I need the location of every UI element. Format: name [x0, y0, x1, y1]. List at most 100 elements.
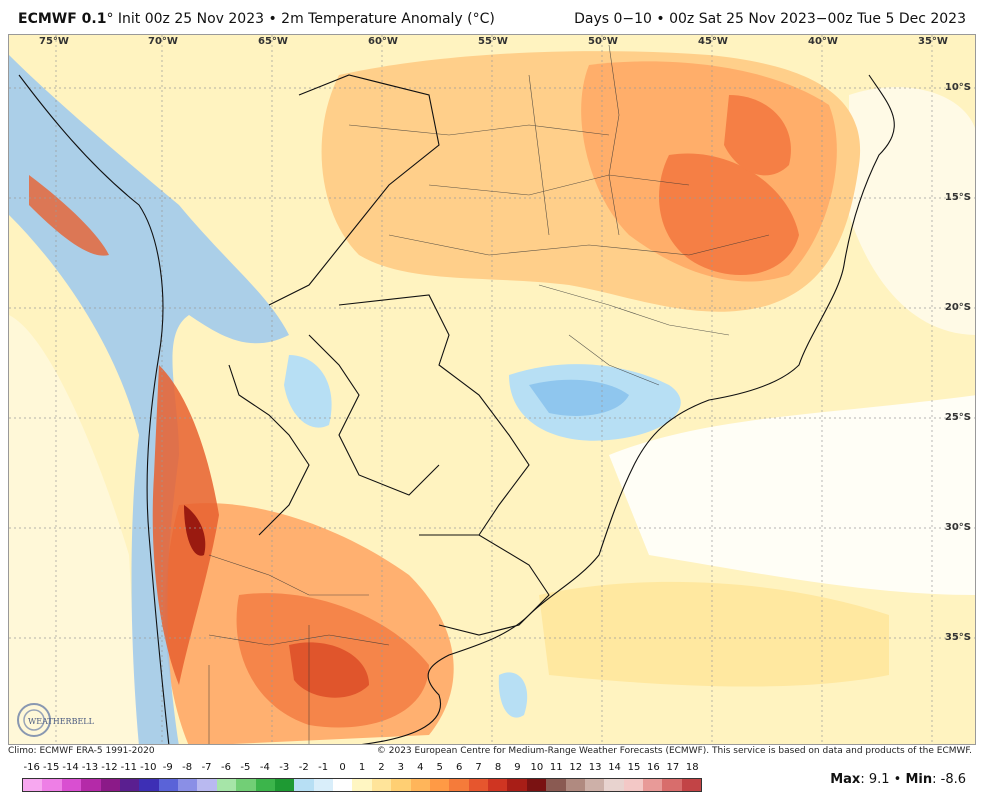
- colorbar-labels: -16 -15 -14 -13 -12 -11 -10 -9 -8 -7 -6 -5 -4 -3 -2 -1 0…: [22, 762, 702, 776]
- colorbar-label: 0: [339, 762, 346, 773]
- colorbar-swatch: [313, 779, 333, 791]
- colorbar-label: -8: [182, 762, 193, 773]
- bolivia-cool-area: [284, 355, 332, 428]
- header: ECMWF 0.1° Init 00z 25 Nov 2023 • 2m Tem…: [0, 0, 984, 34]
- colorbar-label: 14: [608, 762, 621, 773]
- atlantic-coastline: [361, 74, 895, 744]
- colorbar-swatch: [449, 779, 469, 791]
- colorbar-label: 10: [530, 762, 544, 773]
- colorbar-swatch: [197, 779, 217, 791]
- colorbar-label: -16: [23, 762, 40, 773]
- paraguay-argentina-border: [308, 334, 440, 496]
- lat-label: 10°S: [944, 82, 971, 93]
- colorbar-swatch: [81, 779, 101, 791]
- colorbar-label: 4: [417, 762, 424, 773]
- colorbar-label: 1: [358, 762, 366, 773]
- max-value: : 9.1 •: [860, 772, 906, 787]
- colorbar-swatch: [119, 779, 140, 791]
- colorbar-label: 8: [494, 762, 502, 773]
- lon-label: 40°W: [808, 36, 838, 47]
- lon-label: 35°W: [918, 36, 948, 47]
- colorbar-swatch: [371, 779, 392, 791]
- colorbar-swatch: [274, 779, 295, 791]
- colorbar-swatch: [333, 779, 353, 791]
- colorbar-label: -14: [62, 762, 79, 773]
- colorbar-swatch: [507, 779, 527, 791]
- colorbar-label: 12: [569, 762, 583, 773]
- brazil-hot-core-north: [724, 95, 791, 176]
- valid-range: Days 0−10 • 00z Sat 25 Nov 2023−00z Tue …: [574, 11, 966, 27]
- colorbar-label: 17: [666, 762, 680, 773]
- brazil-bolivia-border: [268, 74, 440, 306]
- colorbar-swatch: [178, 779, 198, 791]
- copyright-note: © 2023 European Centre for Medium-Range …: [376, 746, 972, 756]
- colorbar-swatch: [255, 779, 275, 791]
- country-borders: [18, 74, 895, 744]
- lat-label: 25°S: [944, 412, 971, 423]
- graticule: [9, 35, 975, 744]
- colorbar-swatch: [100, 779, 120, 791]
- pacific-pale-area: [9, 315, 139, 744]
- colorbar-swatch: [61, 779, 82, 791]
- map-canvas: [9, 35, 975, 744]
- pacific-coastline: [18, 74, 170, 744]
- climo-note: Climo: ECMWF ERA-5 1991-2020: [8, 746, 155, 756]
- colorbar-label: 9: [514, 762, 521, 773]
- atlantic-cool-spot: [498, 672, 528, 718]
- colorbar-label: 18: [685, 762, 699, 773]
- atlantic-neutral-area: [609, 395, 975, 595]
- colorbar-swatch: [294, 779, 314, 791]
- colorbar-swatch: [662, 779, 682, 791]
- peru-warm-spot: [29, 175, 109, 256]
- brazil-hot-core: [659, 153, 799, 275]
- colorbar: -16 -15 -14 -13 -12 -11 -10 -9 -8 -7 -6 -5 -4 -3 -2 -1 0…: [22, 762, 702, 794]
- colorbar-swatch: [468, 779, 488, 791]
- brazil-paraguay-border: [338, 294, 530, 536]
- colorbar-label: -7: [201, 762, 212, 773]
- colorbar-label: -3: [279, 762, 290, 773]
- colorbar-label: 3: [397, 762, 405, 773]
- colorbar-swatch: [391, 779, 411, 791]
- lon-label: 45°W: [698, 36, 728, 47]
- atlantic-south-pale: [539, 581, 889, 687]
- anomaly-map: 75°W 70°W 65°W 60°W 55°W 50°W 45°W 40°W …: [8, 34, 976, 745]
- colorbar-label: -4: [259, 762, 270, 773]
- colorbar-label: -15: [42, 762, 60, 773]
- lon-label: 60°W: [368, 36, 398, 47]
- lon-label: 75°W: [39, 36, 69, 47]
- max-label: Max: [830, 772, 861, 787]
- andes-extreme-warm-spot: [184, 505, 206, 556]
- lon-label: 65°W: [258, 36, 288, 47]
- colorbar-swatch: [429, 779, 450, 791]
- lat-label: 35°S: [944, 632, 971, 643]
- colorbar-swatch: [526, 779, 547, 791]
- colorbar-swatch: [23, 779, 43, 791]
- lat-label: 20°S: [944, 302, 971, 313]
- logo-text: WEATHERBELL: [28, 717, 95, 726]
- colorbar-label: -6: [221, 762, 231, 773]
- colorbar-swatch: [352, 779, 372, 791]
- colorbar-swatch: [236, 779, 256, 791]
- colorbar-label: -12: [101, 762, 118, 773]
- max-min-readout: Max: 9.1 • Min: -8.6: [830, 772, 966, 787]
- colorbar-label: -2: [298, 762, 309, 773]
- colorbar-label: 5: [436, 762, 443, 773]
- colorbar-label: -1: [318, 762, 329, 773]
- colorbar-swatch: [216, 779, 237, 791]
- lon-label: 55°W: [478, 36, 508, 47]
- colorbar-swatch: [546, 779, 566, 791]
- colorbar-label: -5: [240, 762, 251, 773]
- colorbar-swatch: [488, 779, 508, 791]
- colorbar-swatch: [681, 779, 702, 791]
- colorbar-label: 13: [588, 762, 602, 773]
- state-borders: [208, 44, 770, 744]
- uruguay-border: [419, 534, 550, 636]
- weatherbell-logo: WEATHERBELL: [17, 703, 95, 737]
- init-description: Init 00z 25 Nov 2023 • 2m Temperature An…: [113, 11, 495, 27]
- lat-label: 30°S: [944, 522, 971, 533]
- colorbar-label: 2: [378, 762, 385, 773]
- colorbar-swatch: [584, 779, 605, 791]
- colorbar-label: 16: [647, 762, 660, 773]
- min-label: Min: [905, 772, 933, 787]
- model-name: ECMWF 0.1: [18, 11, 107, 27]
